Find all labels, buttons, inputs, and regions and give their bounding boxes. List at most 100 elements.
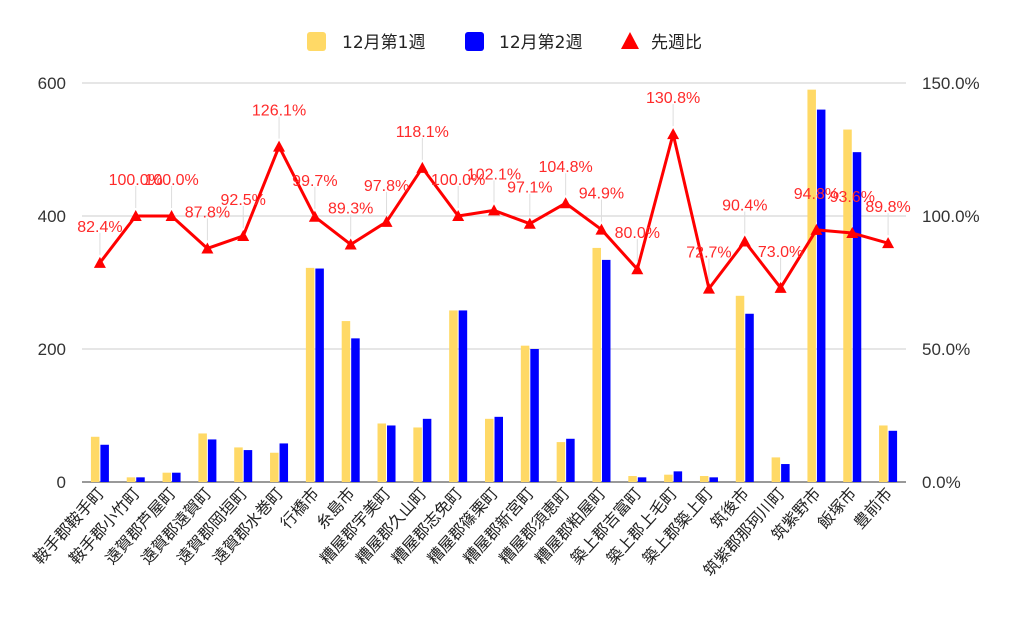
y-axis-right: 0.0% 50.0% 100.0% 150.0% [922,74,980,492]
ratio-marker [810,223,823,235]
y-axis-left: 0 200 400 600 [38,74,66,492]
ratio-marker [201,242,214,254]
ratio-marker [882,237,895,249]
bar-series1 [377,423,387,482]
y2-tick-label: 50.0% [922,340,970,359]
bar-series2 [566,438,575,482]
bar-series1 [735,295,745,482]
bar-series1 [556,442,566,482]
ratio-data-label: 94.8% [794,186,839,203]
ratio-data-label: 130.8% [646,90,700,107]
bar-series2 [279,443,289,482]
bar-series2 [315,268,324,482]
ratio-marker [237,229,250,241]
bar-series1 [90,436,100,482]
bar-series1 [592,247,601,482]
ratio-data-label: 89.8% [865,199,910,216]
ratio-data-label: 97.1% [507,180,552,197]
legend-swatch-series2 [465,32,484,51]
ratio-data-label: 73.0% [758,244,803,261]
ratio-data-label: 100.0% [109,172,163,189]
legend-label-series3: 先週比 [651,33,702,53]
ratio-marker [344,238,357,250]
ratio-data-label: 90.4% [722,198,767,215]
ratio-data-label: 93.6% [830,189,875,206]
legend-swatch-series1 [307,32,326,51]
y-tick-label: 600 [38,74,66,93]
ratio-marker [559,197,572,209]
ratio-data-label: 99.7% [292,173,337,190]
bar-series2 [422,418,432,482]
bar-series1 [126,477,136,482]
x-axis: 鞍手郡鞍手町鞍手郡小竹町遠賀郡芦屋町遠賀郡遠賀町遠賀郡岡垣町遠賀郡水巻町行橋市糸… [30,484,897,580]
y-tick-label: 200 [38,340,66,359]
bar-series1 [699,476,709,482]
bar-series2 [745,313,754,482]
ratio-data-label: 102.1% [467,166,521,183]
ratio-data-label: 80.0% [615,225,660,242]
x-category-label: 飯塚市 [814,484,860,532]
grid-lines [82,82,906,483]
bar-series1 [270,452,279,482]
bar-series1 [843,129,852,483]
ratio-line [93,128,895,294]
bar-series2 [852,152,862,482]
bar-series2 [637,477,647,482]
ratio-data-label: 87.8% [185,204,230,221]
ratio-data-label: 97.8% [364,178,409,195]
ratio-data-label: 126.1% [252,103,306,120]
ratio-data-label: 118.1% [396,124,449,141]
ratio-marker [738,235,751,247]
ratio-data-label: 100.0% [144,172,198,189]
bar-series2 [172,472,181,482]
ratio-marker [523,217,536,229]
bar-series1 [879,425,888,482]
bar-series2 [207,439,217,482]
ratio-marker [488,204,500,216]
bar-series2 [816,109,826,482]
bar-series1 [413,427,422,482]
bar-series1 [162,472,172,482]
ratio-marker [595,223,608,235]
y2-tick-label: 0.0% [922,473,961,492]
bar-series1 [341,321,351,482]
bar-series1 [807,89,816,483]
ratio-data-label: 89.3% [328,200,373,217]
bars [90,89,898,483]
ratio-data-label: 94.9% [579,186,624,203]
bar-series2 [673,471,683,482]
ratio-marker [93,256,106,268]
ratio-marker [380,215,393,227]
bar-series2 [243,450,253,482]
bar-series1 [771,457,781,482]
bar-series1 [520,345,530,482]
bar-series2 [530,349,539,482]
bar-series1 [664,474,673,482]
legend-label-series2: 12月第2週 [499,33,582,53]
bar-series2 [494,416,503,482]
bar-series1 [198,433,207,482]
legend: 12月第1週 12月第2週 先週比 [307,32,702,53]
ratio-marker [416,161,429,173]
ratio-data-label: 82.4% [77,219,122,236]
bar-series2 [601,259,611,482]
ratio-marker [631,263,644,275]
bar-series2 [888,430,898,482]
ratio-marker [846,227,859,239]
y-tick-label: 400 [38,207,66,226]
y2-tick-label: 150.0% [922,74,980,93]
legend-label-series1: 12月第1週 [342,33,425,53]
ratio-data-label: 92.5% [221,192,266,209]
ratio-marker [774,281,787,293]
bar-series2 [351,338,360,482]
ratio-marker [308,210,321,222]
data-labels: 82.4%100.0%100.0%87.8%92.5%126.1%99.7%89… [77,90,911,281]
ratio-data-label: 100.0% [431,172,485,189]
ratio-marker [667,128,680,140]
ratio-data-label: 72.7% [686,245,731,262]
ratio-marker [273,140,286,152]
bar-series2 [458,310,468,482]
y-tick-label: 0 [57,473,66,492]
ratio-data-label: 104.8% [539,159,593,176]
